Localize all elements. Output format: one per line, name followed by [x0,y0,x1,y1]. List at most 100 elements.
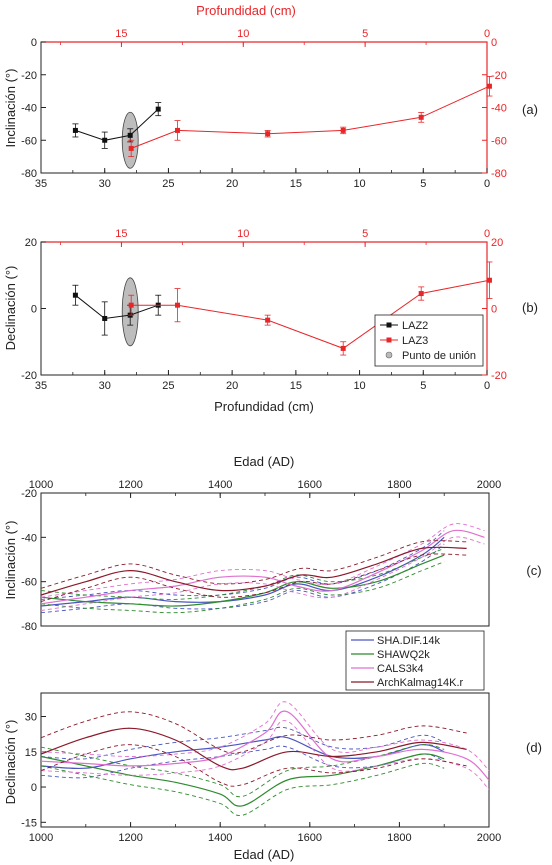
data-point-laz3 [128,302,134,308]
x-tick-label-bottom: 25 [162,380,174,392]
series-band-archkalmag14k-r [41,744,467,787]
x-tick-label-top: 15 [115,228,127,240]
x-tick-label-bottom: 15 [290,178,302,190]
y-tick-label-left: 15 [25,747,37,759]
models-legend-box [345,630,485,691]
series-line-archkalmag14k-r [41,546,467,596]
data-point-laz3 [418,291,424,297]
panel-a-y-axis-title: Inclinación (°) [3,69,18,148]
series-line-laz2 [75,294,159,320]
data-point-laz2 [155,106,161,112]
data-point-laz3 [340,345,346,351]
x-tick-label-top: 2000 [477,479,501,491]
data-point-laz3 [418,114,424,120]
x-tick-label-bottom: 35 [35,178,47,190]
series-line-shawq2k [41,554,445,607]
panel-c-frame [40,492,490,627]
x-tick-label-bottom: 35 [35,380,47,392]
x-tick-label-top: 0 [484,28,490,40]
x-tick-label-bottom: 20 [226,380,238,392]
y-tick-label-left: 0 [31,304,37,316]
panel-a-label: (a) [522,102,538,117]
models-legend: SHA.DIF.14k SHAWQ2k CALS3k4 ArchKalmag14… [345,630,485,691]
y-tick-label-right: 0 [491,304,497,316]
legend-laz2-label: LAZ2 [402,320,428,332]
y-tick-label-left: -60 [21,577,37,589]
data-point-laz3 [265,131,271,137]
data-point-laz3 [174,127,180,133]
x-tick-label-top: 10 [237,228,249,240]
panel-d-label: (d) [526,740,542,755]
x-tick-label-bottom: 30 [99,380,111,392]
y-tick-label-left: -60 [21,135,37,147]
panel-a: 35 30 25 20 15 10 5 015 10 5 00-20-40-60-800-20-40… [3,3,538,190]
x-tick-label-top: 1000 [29,479,53,491]
series-line-shawq2k [41,753,445,807]
x-tick-label-top: 10 [237,28,249,40]
series-band-cals3k4 [41,523,485,598]
panel-d: 1000 1200 1400 1600 1800 2000 30 15 0 -15 Edad (A… [3,692,542,862]
x-tick-label-bottom: 0 [484,380,490,392]
y-tick-label-right: 0 [491,37,497,49]
data-point-laz2 [72,292,78,298]
y-tick-label-right: -40 [491,103,507,115]
x-tick-label-bottom: 1800 [387,832,411,844]
series-band-sha-dif-14k [41,530,445,600]
series-band-cals3k4 [41,536,485,611]
data-point-laz3 [174,302,180,308]
x-tick-label-bottom: 2000 [477,832,501,844]
y-tick-label-right: 20 [491,237,503,249]
y-tick-label-left: -20 [21,370,37,382]
panel-b-legend: LAZ2 LAZ3 Punto de unión [374,314,484,367]
x-tick-label-top: 5 [362,228,368,240]
panel-a-frame [40,41,488,174]
x-tick-label-bottom: 15 [290,380,302,392]
series-line-laz3 [131,85,490,149]
x-tick-label-bottom: 10 [353,380,365,392]
legend-laz3-label: LAZ3 [402,335,428,347]
data-point-laz3 [486,277,492,283]
y-tick-label-left: 30 [25,712,37,724]
series-band-shawq2k [41,762,445,816]
series-band-sha-dif-14k [41,543,445,614]
x-tick-label-top: 1400 [208,479,232,491]
y-tick-label-left: -20 [21,70,37,82]
panel-b-x-axis-title: Profundidad (cm) [214,399,314,414]
x-tick-label-bottom: 25 [162,178,174,190]
data-point-laz3 [486,83,492,89]
series-line-sha-dif-14k [41,536,445,607]
y-tick-label-left: 0 [31,37,37,49]
data-point-laz2 [72,127,78,133]
y-tick-label-left: -40 [21,532,37,544]
x-tick-label-top: 5 [362,28,368,40]
legend-arch-label: ArchKalmag14K.r [377,677,464,689]
panel-b-y-axis-title: Declinación (°) [3,266,18,351]
legend-laz3-marker [386,337,392,343]
x-tick-label-bottom: 1000 [29,832,53,844]
x-tick-label-bottom: 10 [353,178,365,190]
y-tick-label-left: -80 [21,168,37,180]
data-point-laz3 [265,317,271,323]
series-line-sha-dif-14k [41,736,445,770]
series-band-sha-dif-14k [41,726,445,760]
panel-d-y-axis-title: Declinación (°) [3,720,18,805]
x-tick-label-top: 1200 [118,479,142,491]
y-tick-label-left: -15 [21,817,37,829]
x-tick-label-top: 1600 [298,479,322,491]
series-band-shawq2k [41,744,445,798]
x-tick-label-bottom: 1400 [208,832,232,844]
data-point-laz2 [102,315,108,321]
panel-b-label: (b) [522,300,538,315]
x-tick-label-bottom: 1200 [118,832,142,844]
x-tick-label-bottom: 0 [484,178,490,190]
panel-c-label: (c) [526,563,541,578]
series-band-archkalmag14k-r [41,711,467,754]
y-tick-label-left: -40 [21,103,37,115]
series-band-archkalmag14k-r [41,553,467,603]
x-tick-label-top: 0 [484,228,490,240]
panel-c: 1000 1200 1400 1600 1800 2000 -20 -40 -60 -80 Eda… [3,454,542,633]
y-tick-label-right: -20 [491,70,507,82]
data-point-laz3 [340,127,346,133]
